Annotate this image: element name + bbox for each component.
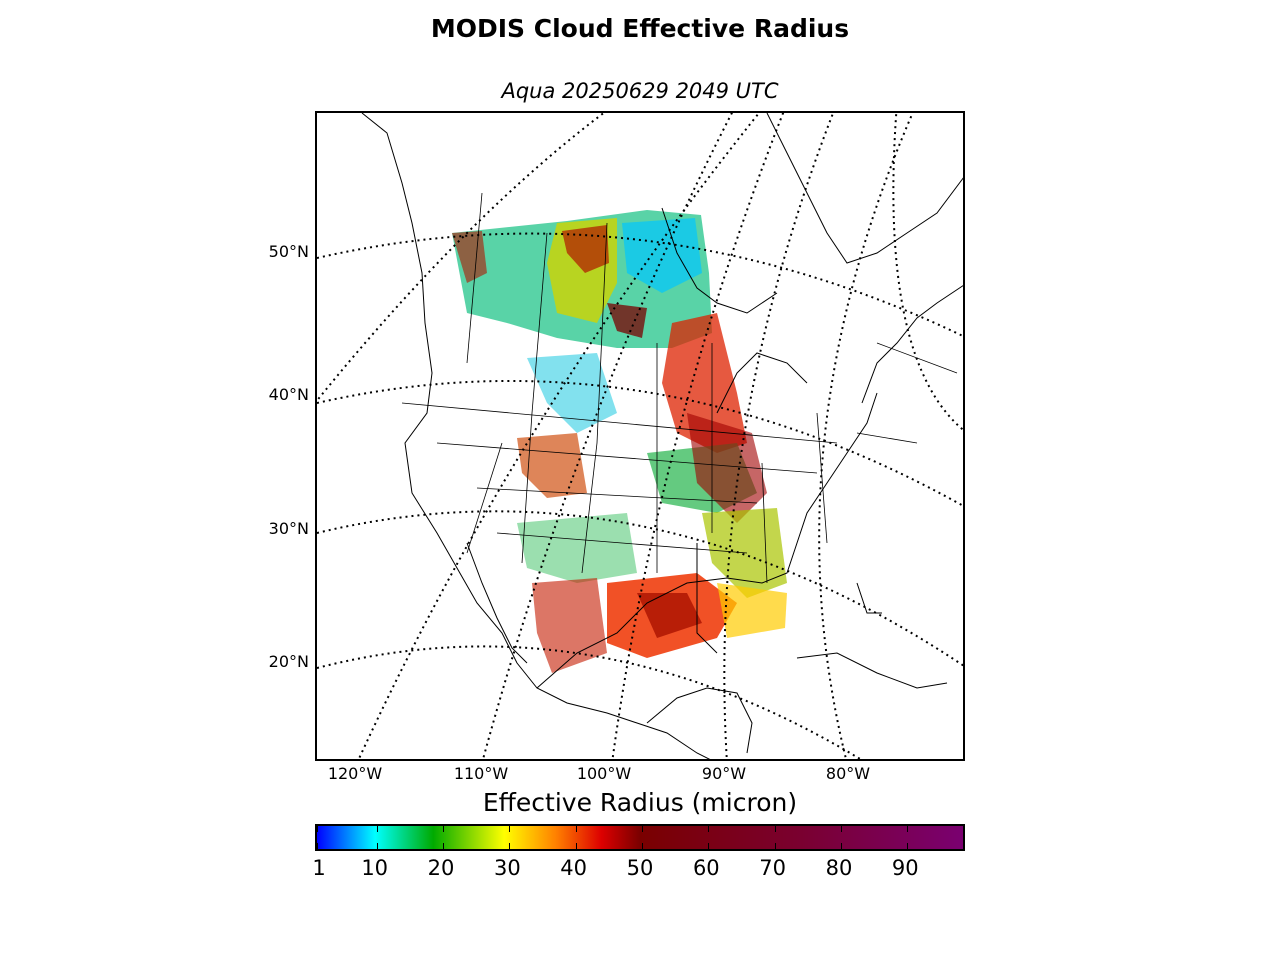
colorbar-tick [708, 843, 710, 849]
colorbar-tick [840, 826, 842, 832]
graticule [317, 113, 963, 759]
state-borders [401, 192, 958, 584]
colorbar-tick [509, 826, 511, 832]
colorbar-tick [376, 843, 378, 849]
coastlines [361, 113, 963, 759]
colorbar-tick-label: 30 [493, 856, 521, 880]
colorbar-tick [642, 826, 643, 832]
lat-label-40: 40°N [268, 385, 309, 404]
colorbar-tick [376, 826, 378, 832]
colorbar-tick [774, 843, 776, 849]
colorbar-tick [317, 826, 318, 832]
lon-label-80w: 80°W [825, 764, 871, 783]
colorbar-tick [443, 826, 445, 832]
colorbar-tick [575, 843, 577, 849]
colorbar-tick-label: 40 [560, 856, 588, 880]
colorbar-tick-label: 70 [759, 856, 786, 880]
colorbar-tick [443, 843, 445, 849]
colorbar [315, 824, 965, 851]
colorbar-tick-label: 1 [312, 856, 326, 880]
lon-label-120w: 120°W [327, 764, 383, 783]
colorbar-tick-label: 50 [626, 856, 654, 880]
colorbar-tick-label: 90 [891, 856, 919, 880]
colorbar-tick [907, 843, 909, 849]
colorbar-tick-label: 20 [427, 856, 455, 880]
map-panel [315, 111, 965, 761]
colorbar-tick [509, 843, 511, 849]
colorbar-tick [575, 826, 577, 832]
chart-title: MODIS Cloud Effective Radius [430, 14, 850, 43]
colorbar-tick [907, 826, 909, 832]
lat-label-50: 50°N [268, 242, 309, 261]
colorbar-tick [774, 826, 776, 832]
colorbar-tick [708, 826, 710, 832]
lat-label-30: 30°N [268, 519, 309, 538]
colorbar-tick-label: 60 [692, 856, 720, 880]
map-canvas [317, 113, 963, 759]
lon-label-110w: 110°W [453, 764, 509, 783]
colorbar-title: Effective Radius (micron) [482, 788, 798, 817]
colorbar-tick [642, 843, 643, 849]
colorbar-tick-label: 80 [825, 856, 853, 880]
lon-label-90w: 90°W [701, 764, 747, 783]
lat-label-20: 20°N [268, 652, 309, 671]
lon-label-100w: 100°W [576, 764, 632, 783]
colorbar-tick-label: 10 [361, 856, 389, 880]
chart-subtitle: Aqua 20250629 2049 UTC [501, 79, 779, 103]
colorbar-tick [317, 843, 318, 849]
cloud-data-swath [449, 208, 787, 678]
colorbar-tick [840, 843, 842, 849]
